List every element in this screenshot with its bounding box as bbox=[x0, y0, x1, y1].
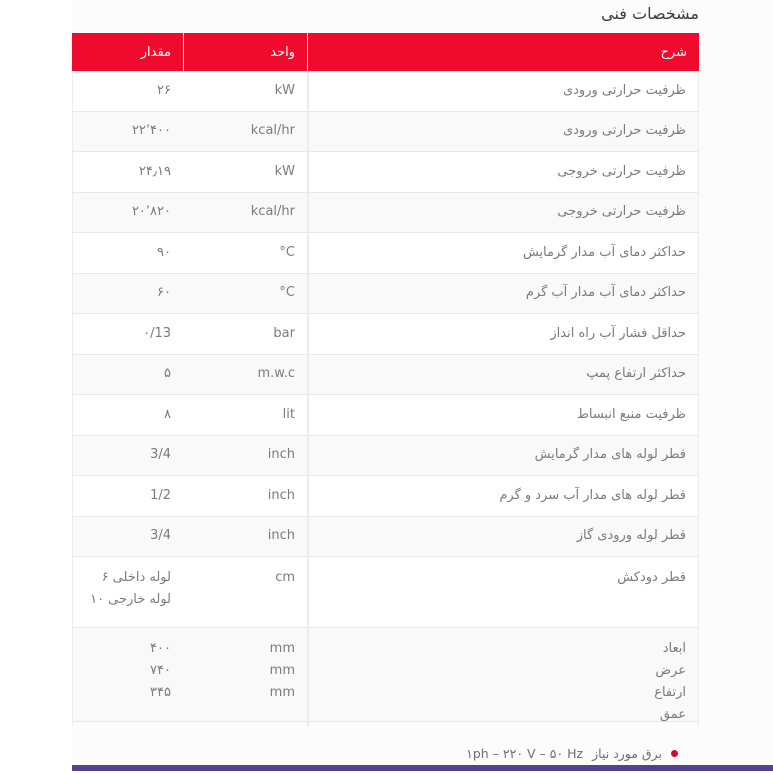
spec-unit: kW bbox=[183, 71, 308, 111]
header-unit: واحد bbox=[183, 33, 308, 71]
table-row: حداقل فشار آب راه انداز bar ۰/13 bbox=[72, 314, 699, 355]
spec-value: ۲۴٫۱۹ bbox=[72, 152, 183, 192]
spec-description: ظرفیت منبع انبساط bbox=[308, 395, 699, 435]
spec-description: حداکثر دمای آب مدار آب گرم bbox=[308, 273, 699, 313]
spec-value: ۵ bbox=[72, 354, 183, 394]
spec-description: قطر لوله های مدار گرمایش bbox=[308, 435, 699, 475]
table-header-row: شرح واحد مقدار bbox=[72, 33, 699, 71]
dimension-label: ارتفاع bbox=[654, 684, 686, 700]
dimension-value: ۷۴۰ bbox=[150, 662, 171, 678]
spec-unit: mm mm mm bbox=[183, 627, 308, 726]
value-number: ۱۰ bbox=[90, 592, 105, 607]
table-body: ظرفیت حرارتی ورودی kW ۲۶ ظرفیت حرارتی ور… bbox=[72, 71, 699, 726]
table-row: ظرفیت حرارتی خروجی kW ۲۴٫۱۹ bbox=[72, 152, 699, 193]
table-row: حداکثر دمای آب مدار گرمایش °C ۹۰ bbox=[72, 233, 699, 274]
spec-value: 3/4 bbox=[72, 516, 183, 556]
spec-unit: lit bbox=[183, 395, 308, 435]
spec-unit: °C bbox=[183, 273, 308, 313]
spec-description: حداقل فشار آب راه انداز bbox=[308, 314, 699, 354]
spec-description: ابعاد عرض ارتفاع عمق bbox=[308, 627, 699, 726]
power-note: برق مورد نیاز ۱ph – ۲۲۰ V – ۵۰ Hz bbox=[466, 746, 678, 761]
table-row: قطر لوله های مدار گرمایش inch 3/4 bbox=[72, 435, 699, 476]
spec-unit: m.w.c bbox=[183, 354, 308, 394]
spec-unit: cm bbox=[183, 557, 308, 627]
spec-description: قطر لوله ورودی گاز bbox=[308, 516, 699, 556]
spec-value: 1/2 bbox=[72, 476, 183, 516]
spec-value: ۰/13 bbox=[72, 314, 183, 354]
spec-description: قطر دودکش bbox=[308, 557, 699, 627]
header-value: مقدار bbox=[140, 44, 171, 60]
spec-unit: kcal/hr bbox=[183, 111, 308, 151]
spec-unit: kcal/hr bbox=[183, 192, 308, 232]
table-row: قطر لوله های مدار آب سرد و گرم inch 1/2 bbox=[72, 476, 699, 517]
header-description: شرح bbox=[660, 44, 687, 60]
spec-value: ۹۰ bbox=[72, 233, 183, 273]
dimension-unit: mm bbox=[269, 662, 295, 678]
spec-unit: inch bbox=[183, 516, 308, 556]
power-note-value: ۱ph – ۲۲۰ V – ۵۰ Hz bbox=[466, 746, 584, 761]
table-row: ظرفیت حرارتی ورودی kcal/hr ۲۲٬۴۰۰ bbox=[72, 111, 699, 152]
dimension-label: ابعاد bbox=[662, 640, 686, 656]
spec-unit: kW bbox=[183, 152, 308, 192]
bullet-icon bbox=[671, 750, 678, 757]
spec-description: ظرفیت حرارتی ورودی bbox=[308, 71, 699, 111]
page-title: مشخصات فنی bbox=[601, 4, 699, 23]
spec-value: ۶۰ bbox=[72, 273, 183, 313]
spec-unit: °C bbox=[183, 233, 308, 273]
dimension-value: ۳۴۵ bbox=[150, 684, 171, 700]
spec-value: ۲۰٬۸۲۰ bbox=[72, 192, 183, 232]
table-row: قطر لوله ورودی گاز inch 3/4 bbox=[72, 516, 699, 557]
table-row: ظرفیت منبع انبساط lit ۸ bbox=[72, 395, 699, 436]
spec-description: حداکثر ارتفاع پمپ bbox=[308, 354, 699, 394]
spec-value: ۶ لوله داخلی ۱۰ لوله خارجی bbox=[72, 557, 183, 627]
spec-description: ظرفیت حرارتی ورودی bbox=[308, 111, 699, 151]
spec-unit: inch bbox=[183, 435, 308, 475]
spec-description: قطر لوله های مدار آب سرد و گرم bbox=[308, 476, 699, 516]
spec-description: حداکثر دمای آب مدار گرمایش bbox=[308, 233, 699, 273]
value-line: ۱۰ لوله خارجی bbox=[90, 589, 171, 611]
dimension-unit: mm bbox=[269, 640, 295, 656]
spec-value: 3/4 bbox=[72, 435, 183, 475]
power-note-label: برق مورد نیاز bbox=[592, 746, 662, 761]
spec-description: ظرفیت حرارتی خروجی bbox=[308, 152, 699, 192]
table-row: حداکثر ارتفاع پمپ m.w.c ۵ bbox=[72, 354, 699, 395]
value-line: ۶ لوله داخلی bbox=[102, 567, 171, 589]
spec-value: ۲۲٬۴۰۰ bbox=[72, 111, 183, 151]
dimension-label: عمق bbox=[659, 706, 686, 722]
spec-description: ظرفیت حرارتی خروجی bbox=[308, 192, 699, 232]
value-text: لوله داخلی bbox=[112, 570, 171, 585]
table-row-dimensions: ابعاد عرض ارتفاع عمق mm mm mm ۴۰۰ ۷۴۰ ۳۴… bbox=[72, 627, 699, 726]
table-row: ظرفیت حرارتی خروجی kcal/hr ۲۰٬۸۲۰ bbox=[72, 192, 699, 233]
spec-unit: inch bbox=[183, 476, 308, 516]
table-row: حداکثر دمای آب مدار آب گرم °C ۶۰ bbox=[72, 273, 699, 314]
dimension-unit: mm bbox=[269, 684, 295, 700]
spec-table: شرح واحد مقدار ظرفیت حرارتی ورودی kW ۲۶ … bbox=[72, 33, 699, 726]
spec-value: ۸ bbox=[72, 395, 183, 435]
dimension-label: عرض bbox=[655, 662, 686, 678]
dimension-value: ۴۰۰ bbox=[150, 640, 171, 656]
table-row: ظرفیت حرارتی ورودی kW ۲۶ bbox=[72, 71, 699, 112]
spec-value: ۲۶ bbox=[72, 71, 183, 111]
value-number: ۶ bbox=[101, 570, 109, 585]
value-text: لوله خارجی bbox=[108, 592, 171, 607]
table-row-chimney: قطر دودکش cm ۶ لوله داخلی ۱۰ لوله خارجی bbox=[72, 557, 699, 628]
spec-unit: bar bbox=[183, 314, 308, 354]
spec-value: ۴۰۰ ۷۴۰ ۳۴۵ bbox=[72, 627, 183, 726]
